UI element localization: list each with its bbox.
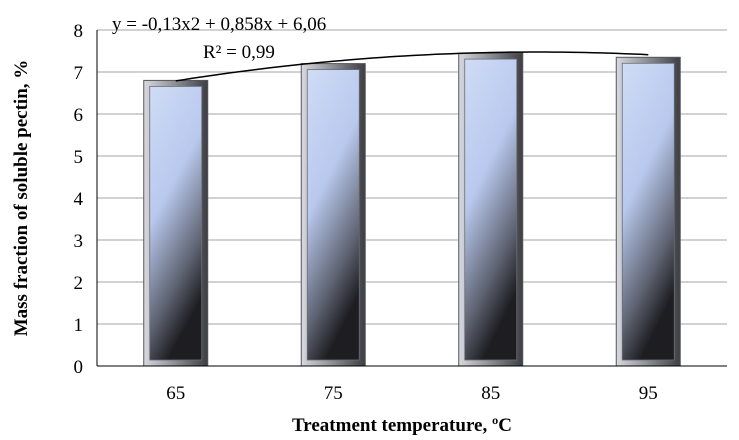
x-tick-label: 85 xyxy=(481,383,500,404)
y-axis-title: Mass fraction of soluble pectin, % xyxy=(11,60,32,337)
bar-65 xyxy=(143,79,209,367)
bars xyxy=(143,52,681,367)
y-tick-label: 7 xyxy=(74,63,84,84)
y-tick-label: 8 xyxy=(74,21,84,42)
y-tick-label: 0 xyxy=(74,357,84,378)
bar-95 xyxy=(615,56,681,367)
bar-75 xyxy=(300,63,366,367)
x-axis-title: Treatment temperature, ºC xyxy=(292,415,512,436)
x-axis-tick-labels: 65 75 85 95 xyxy=(166,383,658,404)
y-tick-label: 5 xyxy=(74,147,84,168)
trendline-r-squared: R² = 0,99 xyxy=(203,42,275,63)
x-tick-label: 65 xyxy=(166,383,185,404)
bar-face xyxy=(149,86,203,361)
y-axis-tick-labels: 0 1 2 3 4 5 6 7 8 xyxy=(74,21,84,378)
bar-face xyxy=(306,69,360,361)
y-tick-label: 6 xyxy=(74,105,84,126)
y-tick-label: 2 xyxy=(74,273,84,294)
trendline-equation: y = -0,13x2 + 0,858x + 6,06 xyxy=(112,14,326,35)
y-tick-label: 3 xyxy=(74,231,84,252)
y-tick-label: 1 xyxy=(74,315,84,336)
trendline-curve xyxy=(175,51,649,82)
x-tick-label: 95 xyxy=(639,383,658,404)
bar-face xyxy=(621,62,675,361)
bar-face xyxy=(464,58,518,361)
x-tick-label: 75 xyxy=(324,383,343,404)
bar-85 xyxy=(458,52,524,367)
y-tick-label: 4 xyxy=(74,189,84,210)
